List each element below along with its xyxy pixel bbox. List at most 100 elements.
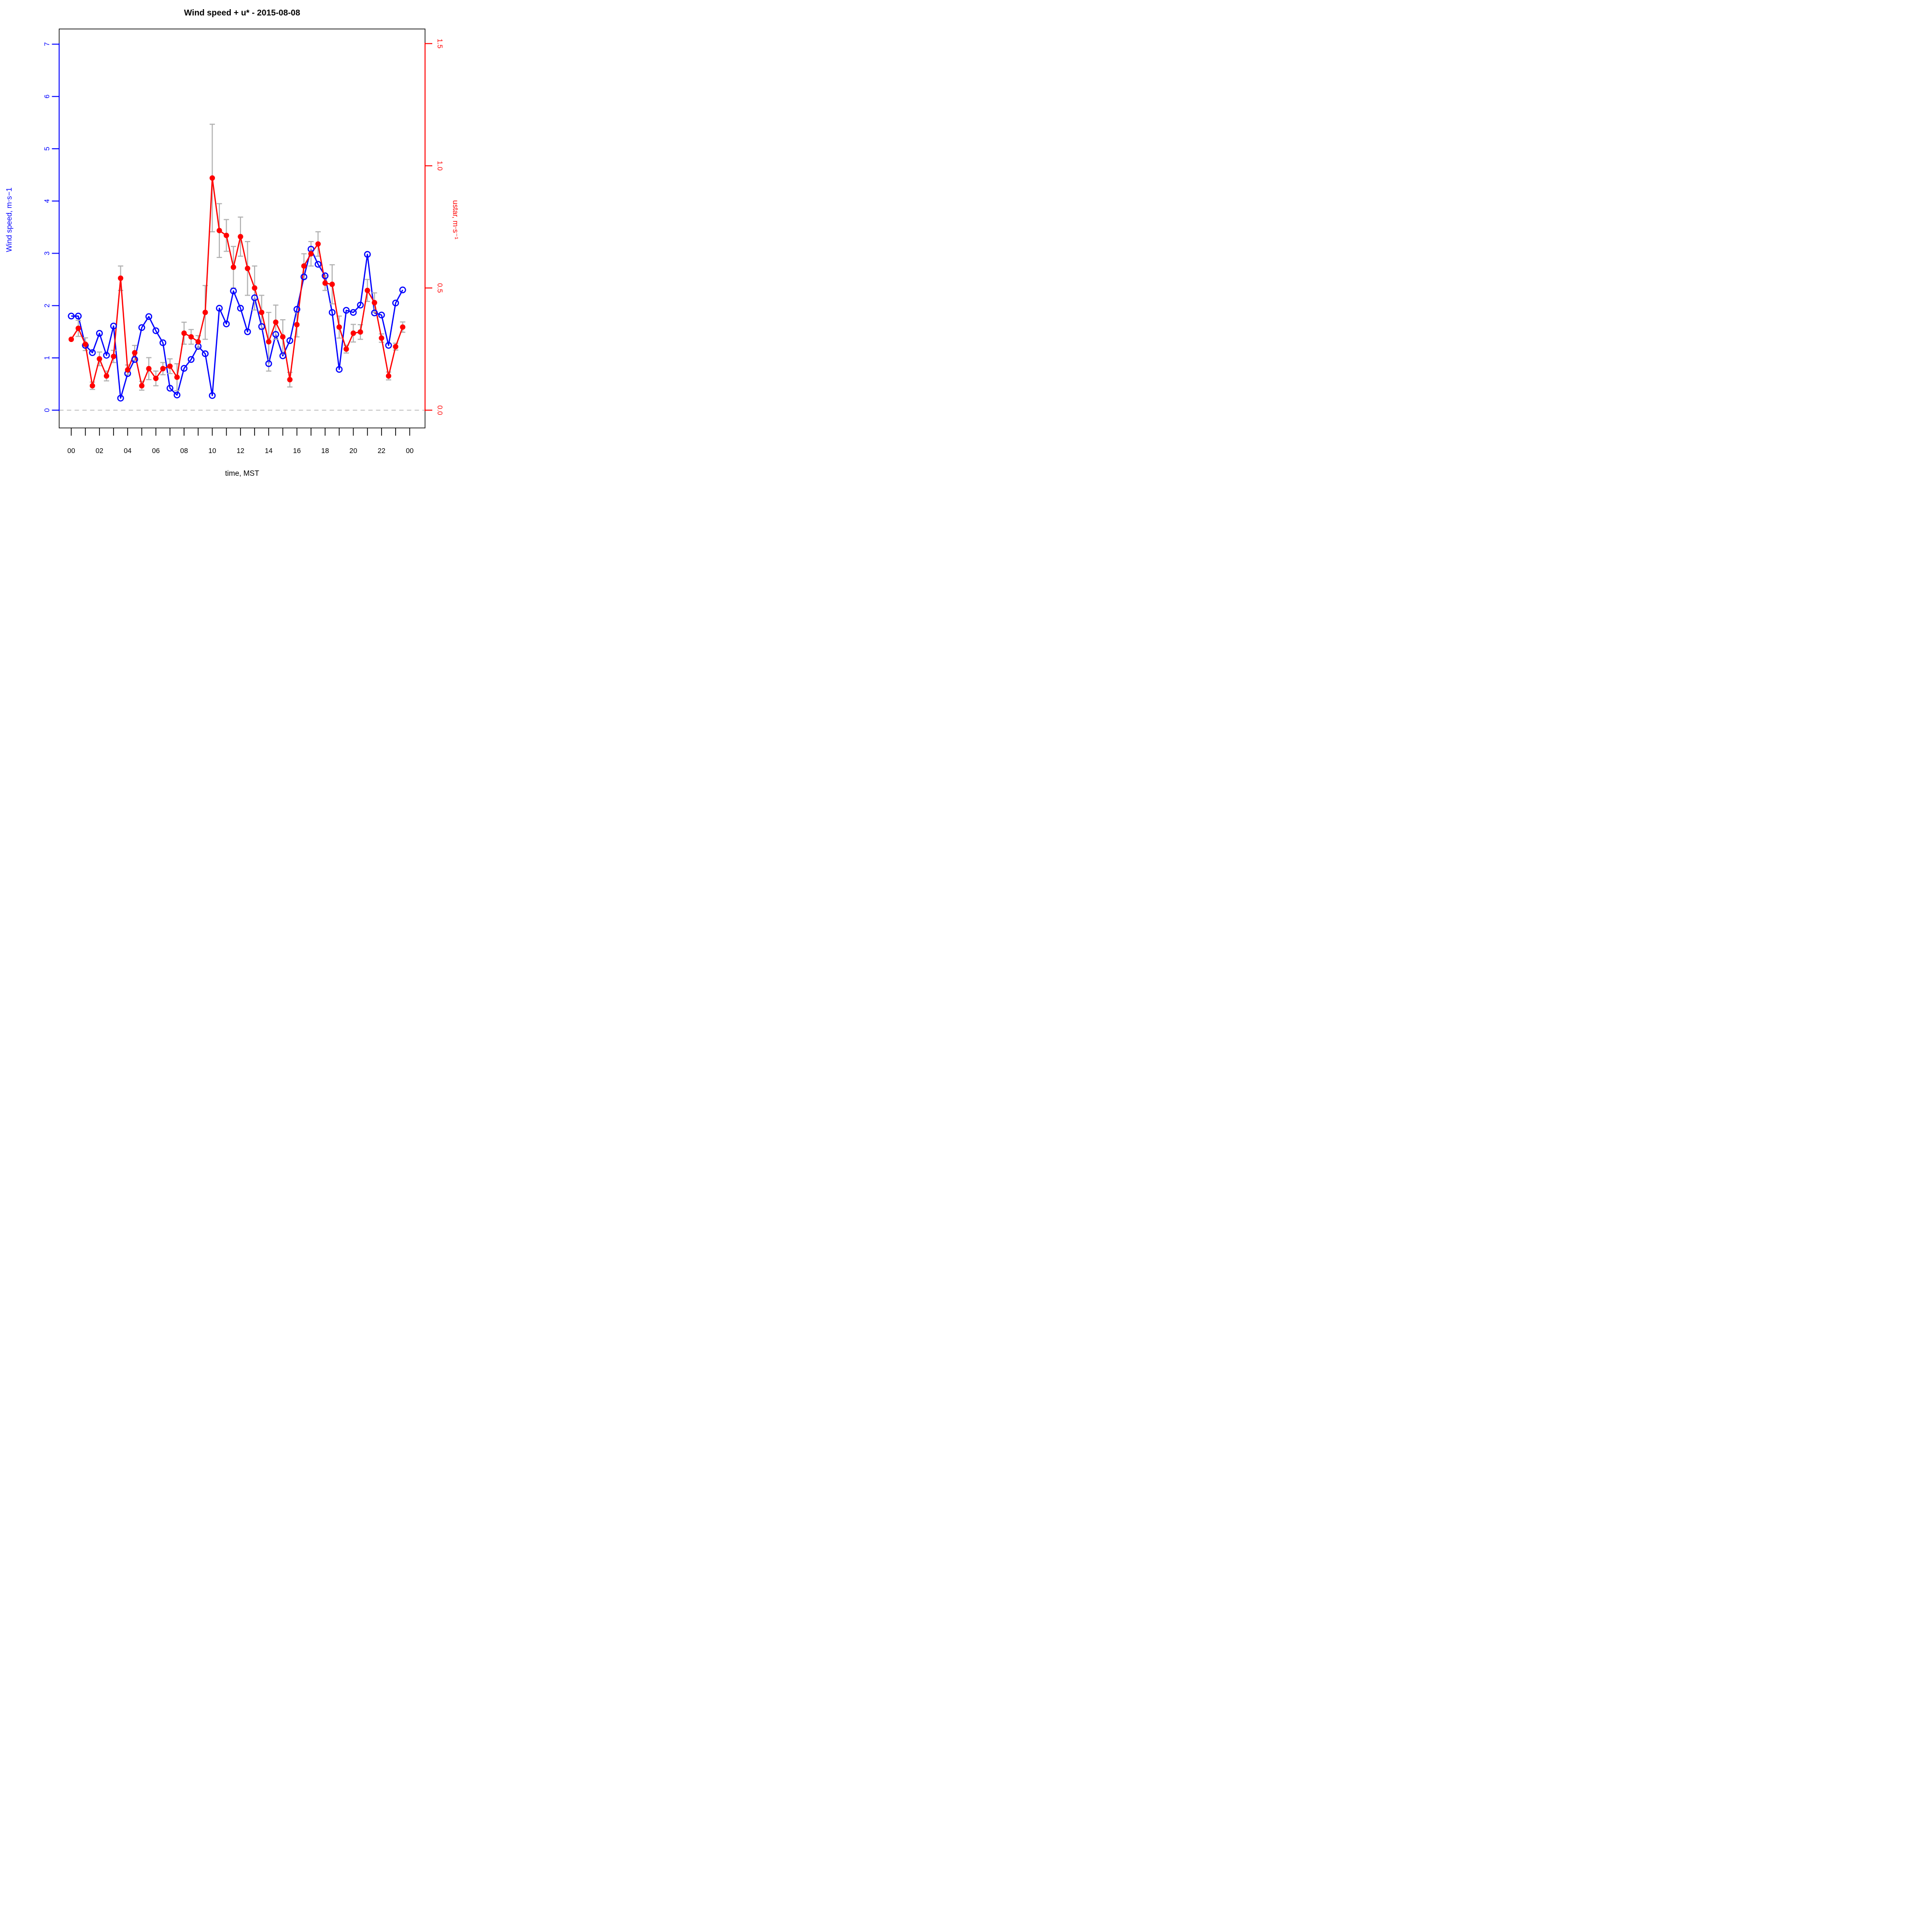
ustar-point	[294, 322, 300, 327]
x-axis-tick-label: 12	[237, 447, 244, 455]
wind-speed-point	[251, 294, 258, 301]
x-axis-tick-label: 18	[321, 447, 329, 455]
wind-speed-point	[392, 299, 399, 307]
ustar-point	[385, 373, 392, 379]
wind-speed-point	[209, 392, 216, 399]
ustar-point	[160, 366, 166, 371]
wind-speed-point	[293, 306, 300, 313]
ustar-point	[308, 251, 314, 257]
wind-speed-point	[272, 331, 279, 338]
wind-speed-point	[138, 324, 145, 331]
wind-speed-point	[237, 305, 244, 312]
wind-speed-point	[357, 301, 364, 309]
wind-speed-point	[75, 313, 82, 320]
wind-speed-point	[187, 356, 195, 363]
ustar-point	[371, 300, 377, 306]
ustar-point	[209, 175, 215, 181]
x-axis-tick-label: 00	[406, 447, 413, 455]
left-axis-title: Wind speed, m⋅s−1	[5, 187, 14, 252]
ustar-point	[336, 324, 342, 330]
right-axis-tick-label: 0.5	[436, 283, 443, 293]
left-axis-tick-label: 3	[43, 251, 51, 255]
x-axis-tick-label: 06	[152, 447, 160, 455]
right-axis-tick-label: 0.0	[436, 405, 443, 415]
x-axis-tick-label: 10	[208, 447, 216, 455]
wind-speed-point	[342, 307, 350, 314]
plot-box	[58, 28, 426, 428]
wind-speed-point	[314, 261, 322, 268]
ustar-point	[97, 356, 102, 362]
wind-speed-point	[364, 251, 371, 258]
ustar-point	[329, 282, 335, 287]
left-axis-tick-label: 5	[43, 147, 51, 151]
wind-speed-point	[371, 309, 378, 316]
x-axis-tick-label: 00	[67, 447, 75, 455]
wind-speed-point	[216, 305, 223, 312]
ustar-point	[343, 346, 349, 352]
wind-speed-point	[152, 327, 159, 334]
ustar-point	[68, 336, 74, 342]
wind-speed-point	[399, 286, 406, 294]
wind-speed-point	[279, 352, 286, 359]
right-axis-title: ustar, m⋅s⁻¹	[451, 200, 459, 239]
ustar-point	[230, 264, 236, 270]
ustar-point	[188, 334, 194, 340]
wind-speed-point	[181, 365, 188, 372]
ustar-point	[357, 329, 363, 335]
wind-speed-point	[89, 349, 96, 356]
ustar-point	[75, 326, 81, 331]
wind-speed-point	[131, 356, 138, 363]
ustar-point	[266, 339, 271, 345]
ustar-point	[181, 330, 187, 336]
wind-speed-point	[378, 312, 385, 319]
left-axis-tick-label: 7	[43, 42, 51, 46]
wind-speed-point	[265, 360, 272, 367]
ustar-point	[238, 234, 243, 240]
ustar-point	[244, 266, 251, 271]
ustar-point	[216, 227, 222, 233]
ustar-point	[139, 383, 145, 389]
wind-speed-point	[145, 313, 153, 320]
x-axis-tick-label: 22	[378, 447, 385, 455]
x-axis-tick-label: 16	[293, 447, 301, 455]
wind-speed-point	[336, 366, 343, 373]
page-title: Wind speed + u* - 2015-08-08	[184, 8, 300, 17]
ustar-point	[252, 285, 257, 291]
ustar-point	[146, 366, 152, 371]
left-axis-tick-label: 6	[43, 95, 51, 99]
wind-speed-point	[258, 323, 265, 330]
ustar-point	[195, 339, 201, 345]
ustar-point	[153, 375, 159, 382]
ustar-point	[167, 363, 173, 369]
wind-speed-point	[230, 287, 237, 295]
ustar-point	[174, 374, 180, 380]
wind-speed-point	[201, 350, 209, 357]
x-axis-tick-label: 08	[180, 447, 188, 455]
ustar-point	[125, 367, 130, 373]
ustar-point	[287, 377, 293, 383]
wind-speed-point	[300, 273, 308, 281]
wind-speed-point	[166, 384, 173, 392]
ustar-point	[365, 287, 370, 293]
wind-speed-line	[71, 248, 403, 399]
ustar-point	[83, 341, 88, 347]
left-axis-tick-label: 4	[43, 199, 51, 203]
wind-speed-point	[110, 322, 117, 329]
right-axis-tick-label: 1.0	[436, 161, 443, 170]
wind-speed-point	[223, 320, 230, 327]
left-axis-tick-label: 2	[43, 304, 51, 308]
wind-ustar-plot: 0 12 3 4 5 6 7 Wind speed, m⋅s−1 0.0 0.5 1.0 1.5 ust…	[5, 8, 459, 478]
ustar-point	[202, 310, 208, 315]
wind-speed-point	[173, 391, 181, 398]
wind-speed-point	[117, 395, 124, 402]
wind-speed-point	[328, 309, 336, 316]
right-axis-tick-label: 1.5	[436, 39, 443, 48]
ustar-point	[103, 373, 110, 379]
ustar-point	[132, 350, 138, 355]
x-axis-tick-label: 20	[349, 447, 357, 455]
left-axis-tick-label: 0	[43, 408, 51, 412]
ustar-point	[89, 383, 95, 389]
ustar-point	[393, 344, 398, 350]
wind-speed-point	[96, 330, 103, 337]
x-axis-tick-label: 14	[265, 447, 272, 455]
